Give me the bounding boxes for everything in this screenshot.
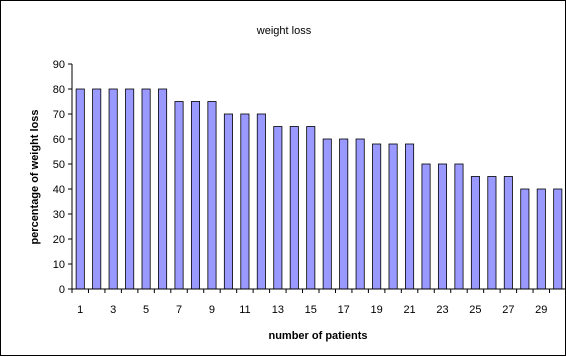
- x-tick-label: 5: [143, 304, 149, 316]
- bar-2: [92, 88, 102, 290]
- y-tick-label: 50: [53, 159, 65, 171]
- bar-1: [75, 88, 85, 290]
- bar-10: [223, 113, 233, 290]
- x-tick-label: 25: [469, 304, 481, 316]
- x-axis-label: number of patients: [268, 330, 367, 342]
- bar-9: [207, 101, 217, 290]
- x-tick-label: 23: [436, 304, 448, 316]
- bar-4: [125, 88, 135, 290]
- bar-22: [421, 163, 431, 290]
- x-tick-label: 9: [209, 304, 215, 316]
- y-tick-label: 80: [53, 84, 65, 96]
- bar-3: [108, 88, 118, 290]
- y-tick-label: 40: [53, 184, 65, 196]
- x-tick-label: 29: [535, 304, 547, 316]
- x-tick-label: 13: [272, 304, 284, 316]
- bar-21: [405, 143, 415, 290]
- x-tick-label: 11: [239, 304, 250, 316]
- y-tick-label: 30: [53, 209, 65, 221]
- bar-17: [339, 138, 349, 290]
- bar-29: [536, 188, 546, 290]
- bar-13: [273, 126, 283, 290]
- bar-12: [256, 113, 266, 290]
- bar-18: [355, 138, 365, 290]
- bar-15: [306, 126, 316, 290]
- y-axis: 0 10 20 30 40 50 60 70 80 90: [53, 59, 73, 296]
- bar-19: [372, 143, 382, 290]
- x-tick-label: 3: [110, 304, 116, 316]
- bar-23: [437, 163, 448, 290]
- bar-16: [322, 138, 332, 290]
- x-tick-label: 15: [305, 304, 317, 316]
- y-tick-label: 90: [53, 59, 65, 71]
- x-tick-label: 17: [338, 304, 350, 316]
- bar-7: [174, 101, 184, 290]
- bar-26: [487, 176, 497, 290]
- bar-27: [503, 176, 513, 290]
- x-axis: 1 3 5 7 9 11 13 15 17 19 21 23 25 27 29: [71, 288, 566, 316]
- bar-25: [470, 176, 480, 290]
- x-tick-label: 1: [77, 304, 83, 316]
- bar-28: [520, 188, 530, 290]
- x-tick-label: 7: [176, 304, 182, 316]
- bar-8: [190, 101, 201, 290]
- x-tick-label: 21: [403, 304, 415, 316]
- bar-5: [141, 88, 151, 290]
- y-axis-label: percentage of weight loss: [29, 109, 41, 244]
- bar-14: [289, 126, 299, 290]
- y-tick-label: 60: [53, 134, 65, 146]
- x-tick-label: 19: [371, 304, 383, 316]
- bar-24: [454, 163, 464, 290]
- bar-20: [388, 143, 398, 290]
- bar-30: [553, 188, 563, 290]
- bar-11: [240, 113, 250, 290]
- x-tick-label: 27: [502, 304, 514, 316]
- bar-6: [158, 88, 168, 290]
- y-tick-label: 0: [59, 284, 65, 296]
- y-tick-label: 10: [53, 259, 65, 271]
- y-tick-label: 20: [53, 234, 65, 246]
- y-tick-label: 70: [53, 109, 65, 121]
- chart-title: weight loss: [256, 25, 312, 37]
- bars-group: [75, 88, 563, 290]
